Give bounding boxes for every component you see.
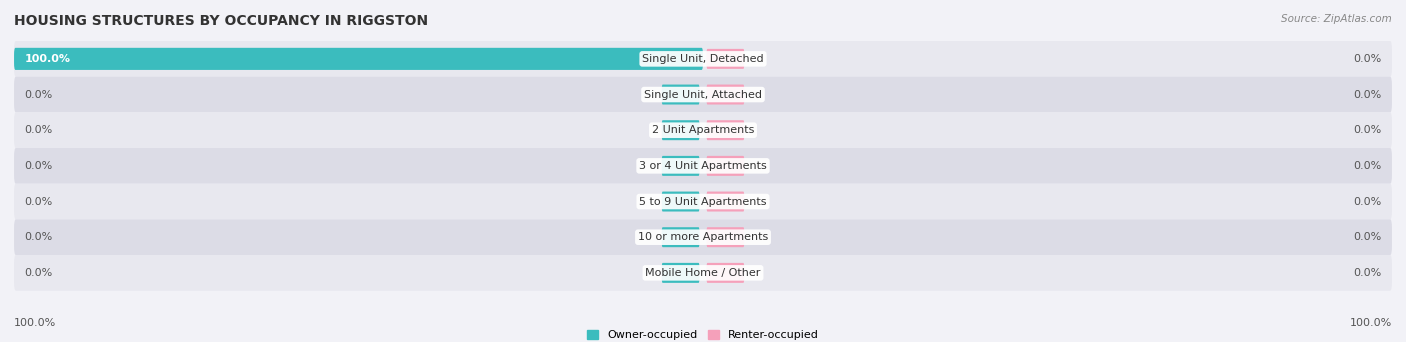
Legend: Owner-occupied, Renter-occupied: Owner-occupied, Renter-occupied	[586, 330, 820, 340]
Text: 100.0%: 100.0%	[1350, 318, 1392, 328]
Text: 3 or 4 Unit Apartments: 3 or 4 Unit Apartments	[640, 161, 766, 171]
Text: 0.0%: 0.0%	[1354, 125, 1382, 135]
FancyBboxPatch shape	[14, 255, 1392, 291]
FancyBboxPatch shape	[662, 84, 700, 105]
FancyBboxPatch shape	[706, 120, 744, 140]
Text: 100.0%: 100.0%	[24, 54, 70, 64]
FancyBboxPatch shape	[662, 227, 700, 247]
FancyBboxPatch shape	[662, 49, 700, 69]
Text: 5 to 9 Unit Apartments: 5 to 9 Unit Apartments	[640, 197, 766, 207]
Text: Mobile Home / Other: Mobile Home / Other	[645, 268, 761, 278]
Text: 0.0%: 0.0%	[24, 197, 52, 207]
FancyBboxPatch shape	[14, 219, 1392, 255]
FancyBboxPatch shape	[706, 263, 744, 283]
Text: 2 Unit Apartments: 2 Unit Apartments	[652, 125, 754, 135]
Text: 100.0%: 100.0%	[14, 318, 56, 328]
Text: 0.0%: 0.0%	[24, 161, 52, 171]
Text: 0.0%: 0.0%	[24, 90, 52, 100]
Text: Single Unit, Attached: Single Unit, Attached	[644, 90, 762, 100]
Text: 0.0%: 0.0%	[1354, 268, 1382, 278]
FancyBboxPatch shape	[706, 49, 744, 69]
Text: 0.0%: 0.0%	[24, 232, 52, 242]
Text: Single Unit, Detached: Single Unit, Detached	[643, 54, 763, 64]
Text: HOUSING STRUCTURES BY OCCUPANCY IN RIGGSTON: HOUSING STRUCTURES BY OCCUPANCY IN RIGGS…	[14, 14, 429, 28]
FancyBboxPatch shape	[662, 263, 700, 283]
Text: 0.0%: 0.0%	[1354, 197, 1382, 207]
Text: 0.0%: 0.0%	[24, 125, 52, 135]
Text: 0.0%: 0.0%	[1354, 90, 1382, 100]
Text: Source: ZipAtlas.com: Source: ZipAtlas.com	[1281, 14, 1392, 24]
FancyBboxPatch shape	[14, 41, 1392, 77]
FancyBboxPatch shape	[14, 77, 1392, 113]
FancyBboxPatch shape	[14, 48, 703, 70]
Text: 10 or more Apartments: 10 or more Apartments	[638, 232, 768, 242]
FancyBboxPatch shape	[706, 192, 744, 211]
FancyBboxPatch shape	[706, 84, 744, 105]
Text: 0.0%: 0.0%	[1354, 161, 1382, 171]
FancyBboxPatch shape	[14, 184, 1392, 219]
Text: 0.0%: 0.0%	[24, 268, 52, 278]
FancyBboxPatch shape	[662, 156, 700, 176]
FancyBboxPatch shape	[14, 148, 1392, 184]
FancyBboxPatch shape	[14, 113, 1392, 148]
FancyBboxPatch shape	[706, 227, 744, 247]
Text: 0.0%: 0.0%	[1354, 54, 1382, 64]
FancyBboxPatch shape	[706, 156, 744, 176]
FancyBboxPatch shape	[662, 192, 700, 211]
FancyBboxPatch shape	[662, 120, 700, 140]
Text: 0.0%: 0.0%	[1354, 232, 1382, 242]
